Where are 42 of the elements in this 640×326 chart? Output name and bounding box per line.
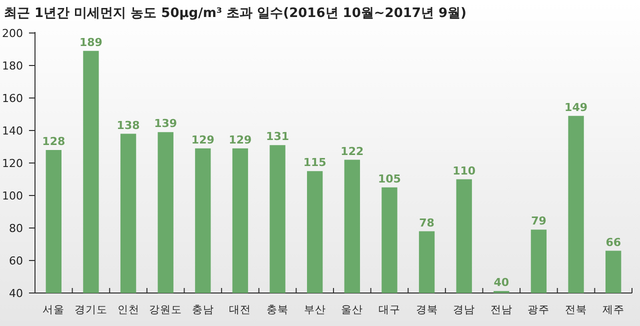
data-label: 131 bbox=[266, 130, 290, 144]
y-tick-label: 80 bbox=[9, 222, 23, 235]
data-label: 128 bbox=[42, 135, 66, 148]
x-tick-label: 인천 bbox=[117, 304, 140, 316]
x-tick-label: 충북 bbox=[266, 304, 289, 316]
data-label: 149 bbox=[564, 100, 588, 114]
data-label: 40 bbox=[494, 276, 510, 289]
x-tick-label: 전북 bbox=[565, 304, 588, 316]
y-tick-label: 40 bbox=[9, 287, 23, 300]
x-tick-label: 제주 bbox=[602, 304, 624, 316]
data-label: 139 bbox=[154, 117, 178, 130]
x-tick-label: 대구 bbox=[378, 304, 400, 316]
x-tick-label: 광주 bbox=[528, 304, 550, 316]
y-tick-label: 200 bbox=[2, 27, 23, 40]
x-tick-label: 충남 bbox=[192, 304, 214, 316]
x-tick-label: 부산 bbox=[304, 304, 326, 316]
data-label: 115 bbox=[303, 156, 326, 170]
x-tick-label: 서울 bbox=[42, 304, 65, 316]
y-tick-label: 180 bbox=[2, 60, 23, 72]
data-label: 79 bbox=[531, 214, 546, 228]
data-label: 129 bbox=[228, 133, 252, 146]
data-label: 66 bbox=[606, 236, 622, 249]
data-label: 129 bbox=[191, 133, 214, 146]
data-label: 189 bbox=[79, 36, 102, 49]
data-label: 138 bbox=[116, 118, 140, 132]
x-tick-label: 경남 bbox=[453, 304, 476, 316]
data-label: 110 bbox=[452, 164, 476, 178]
x-tick-label: 전남 bbox=[490, 304, 512, 316]
y-tick-label: 160 bbox=[2, 92, 23, 105]
data-label: 122 bbox=[340, 144, 364, 158]
y-tick-label: 140 bbox=[2, 124, 23, 138]
x-tick-label: 경북 bbox=[416, 304, 438, 316]
y-tick-label: 60 bbox=[9, 254, 23, 268]
x-tick-label: 강원도 bbox=[149, 304, 182, 316]
y-tick-label: 100 bbox=[2, 190, 23, 202]
y-tick-label: 120 bbox=[2, 157, 23, 170]
x-tick-label: 경기도 bbox=[74, 304, 108, 316]
x-tick-label: 대전 bbox=[229, 304, 252, 316]
data-label: 78 bbox=[419, 216, 434, 230]
chart-title: 최근 1년간 미세먼지 농도 50μg/m³ 초과 일수(2016년 10월~2017년 9월) bbox=[4, 6, 466, 21]
data-label: 105 bbox=[378, 172, 401, 186]
x-tick-label: 울산 bbox=[341, 304, 364, 316]
